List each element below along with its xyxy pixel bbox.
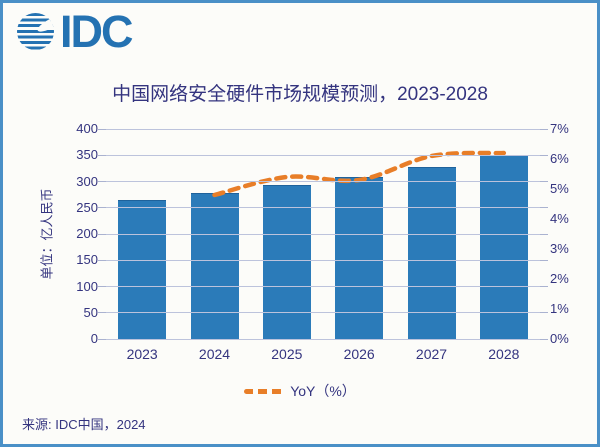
right-axis-labels: 0% 1% 2% 3% 4% 5% 6% 7% — [550, 121, 590, 346]
axis-tick — [540, 154, 548, 156]
gridline — [106, 207, 540, 209]
right-axis-tick-label: 2% — [550, 271, 569, 286]
x-axis-label-2023: 2023 — [126, 346, 158, 362]
axis-tick — [98, 312, 106, 314]
right-axis-tick-label: 3% — [550, 241, 569, 256]
left-axis-tick-label: 300 — [76, 173, 98, 189]
axis-tick — [540, 259, 548, 261]
x-axis-label-2028: 2028 — [488, 346, 520, 362]
right-axis-tick-label: 4% — [550, 211, 569, 226]
right-axis-tick-label: 1% — [550, 301, 569, 316]
bar-2024 — [190, 193, 239, 339]
x-axis-labels: 2023 2024 2025 2026 2027 2028 — [106, 346, 540, 364]
x-axis-label-2026: 2026 — [343, 346, 375, 362]
gridline — [106, 154, 540, 156]
left-axis-tick-label: 250 — [76, 199, 98, 215]
x-axis-label-2025: 2025 — [271, 346, 303, 362]
idc-logo: IDC — [17, 6, 133, 57]
axis-tick — [540, 233, 548, 235]
yoy-legend-dash-icon — [244, 388, 284, 394]
axis-tick — [98, 207, 106, 209]
yoy-legend-label: YoY（%） — [290, 383, 356, 399]
left-axis-tick-label: 50 — [83, 304, 98, 320]
plot-area — [98, 128, 548, 340]
bar-2026 — [335, 177, 384, 339]
idc-logo-text: IDC — [60, 6, 133, 57]
left-axis-tick-label: 200 — [76, 226, 98, 241]
yoy-dashed-line — [212, 150, 507, 198]
gridline — [106, 259, 540, 261]
axis-tick — [540, 286, 548, 287]
x-axis-label-2027: 2027 — [415, 346, 448, 362]
bar-2025 — [262, 185, 311, 339]
axis-tick — [98, 181, 106, 182]
chart-legend: YoY（%） — [3, 381, 597, 401]
left-axis-tick-label: 100 — [76, 278, 98, 294]
right-axis-tick-label: 0% — [550, 331, 569, 346]
left-axis-labels: 0 50 100 150 200 250 300 350 400 — [56, 121, 98, 346]
bar-2027 — [407, 167, 456, 339]
axis-tick — [540, 128, 548, 130]
right-axis-tick-label: 7% — [550, 121, 569, 136]
axis-tick — [540, 338, 548, 340]
gridline — [106, 181, 540, 182]
right-axis-tick-label: 5% — [550, 181, 569, 196]
gridline — [106, 312, 540, 314]
axis-tick — [98, 286, 106, 287]
source-note: 来源: IDC中国，2024 — [22, 417, 146, 432]
chart-title: 中国网络安全硬件市场规模预测，2023-2028 — [112, 84, 488, 105]
left-axis-tick-label: 350 — [76, 147, 98, 163]
gridline — [106, 286, 540, 287]
idc-globe-icon — [17, 13, 54, 50]
bar-2023 — [118, 199, 167, 339]
right-axis-tick-label: 6% — [550, 151, 569, 166]
axis-tick — [98, 259, 106, 261]
axis-tick — [98, 338, 106, 340]
left-axis-unit-label: 单位：亿人民币 — [39, 188, 55, 280]
gridline — [106, 338, 540, 340]
gridline — [106, 233, 540, 235]
left-axis-tick-label: 150 — [76, 252, 98, 268]
axis-tick — [540, 312, 548, 314]
axis-tick — [540, 181, 548, 182]
left-axis-tick-label: 400 — [76, 121, 98, 136]
axis-tick — [540, 207, 548, 209]
axis-tick — [98, 233, 106, 235]
left-axis-tick-label: 0 — [90, 331, 98, 346]
x-axis-label-2024: 2024 — [198, 346, 231, 362]
axis-tick — [98, 128, 106, 130]
axis-tick — [98, 154, 106, 156]
bar-2028 — [479, 155, 528, 339]
gridline — [106, 128, 540, 130]
